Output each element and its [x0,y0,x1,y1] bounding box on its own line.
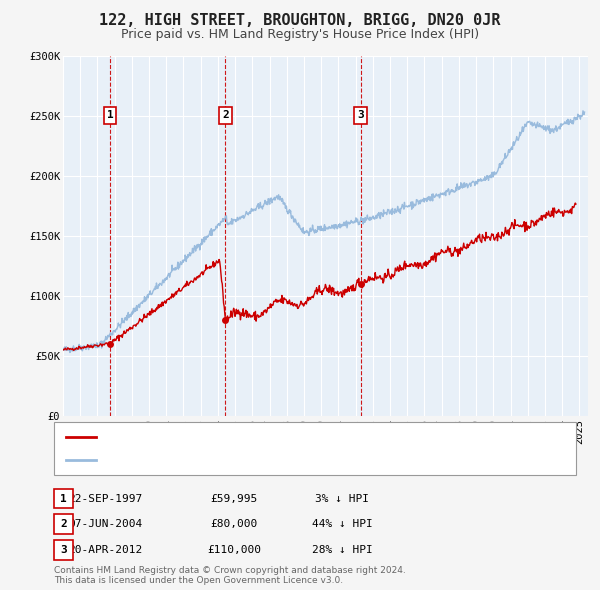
Text: £110,000: £110,000 [207,545,261,555]
Text: Contains HM Land Registry data © Crown copyright and database right 2024.
This d: Contains HM Land Registry data © Crown c… [54,566,406,585]
Text: 3: 3 [60,545,67,555]
Text: HPI: Average price, detached house, North Lincolnshire: HPI: Average price, detached house, Nort… [102,455,390,465]
Text: 44% ↓ HPI: 44% ↓ HPI [311,519,373,529]
Text: 20-APR-2012: 20-APR-2012 [68,545,142,555]
Text: 2: 2 [60,519,67,529]
Text: 122, HIGH STREET, BROUGHTON, BRIGG, DN20 0JR: 122, HIGH STREET, BROUGHTON, BRIGG, DN20… [99,13,501,28]
Text: £80,000: £80,000 [211,519,257,529]
Text: £59,995: £59,995 [211,494,257,503]
Text: 22-SEP-1997: 22-SEP-1997 [68,494,142,503]
Text: 1: 1 [60,494,67,503]
Text: Price paid vs. HM Land Registry's House Price Index (HPI): Price paid vs. HM Land Registry's House … [121,28,479,41]
Text: 3% ↓ HPI: 3% ↓ HPI [315,494,369,503]
Text: 122, HIGH STREET, BROUGHTON, BRIGG, DN20 0JR (detached house): 122, HIGH STREET, BROUGHTON, BRIGG, DN20… [102,432,463,442]
Text: 2: 2 [222,110,229,120]
Text: 3: 3 [358,110,364,120]
Text: 28% ↓ HPI: 28% ↓ HPI [311,545,373,555]
Text: 07-JUN-2004: 07-JUN-2004 [68,519,142,529]
Text: 1: 1 [107,110,113,120]
